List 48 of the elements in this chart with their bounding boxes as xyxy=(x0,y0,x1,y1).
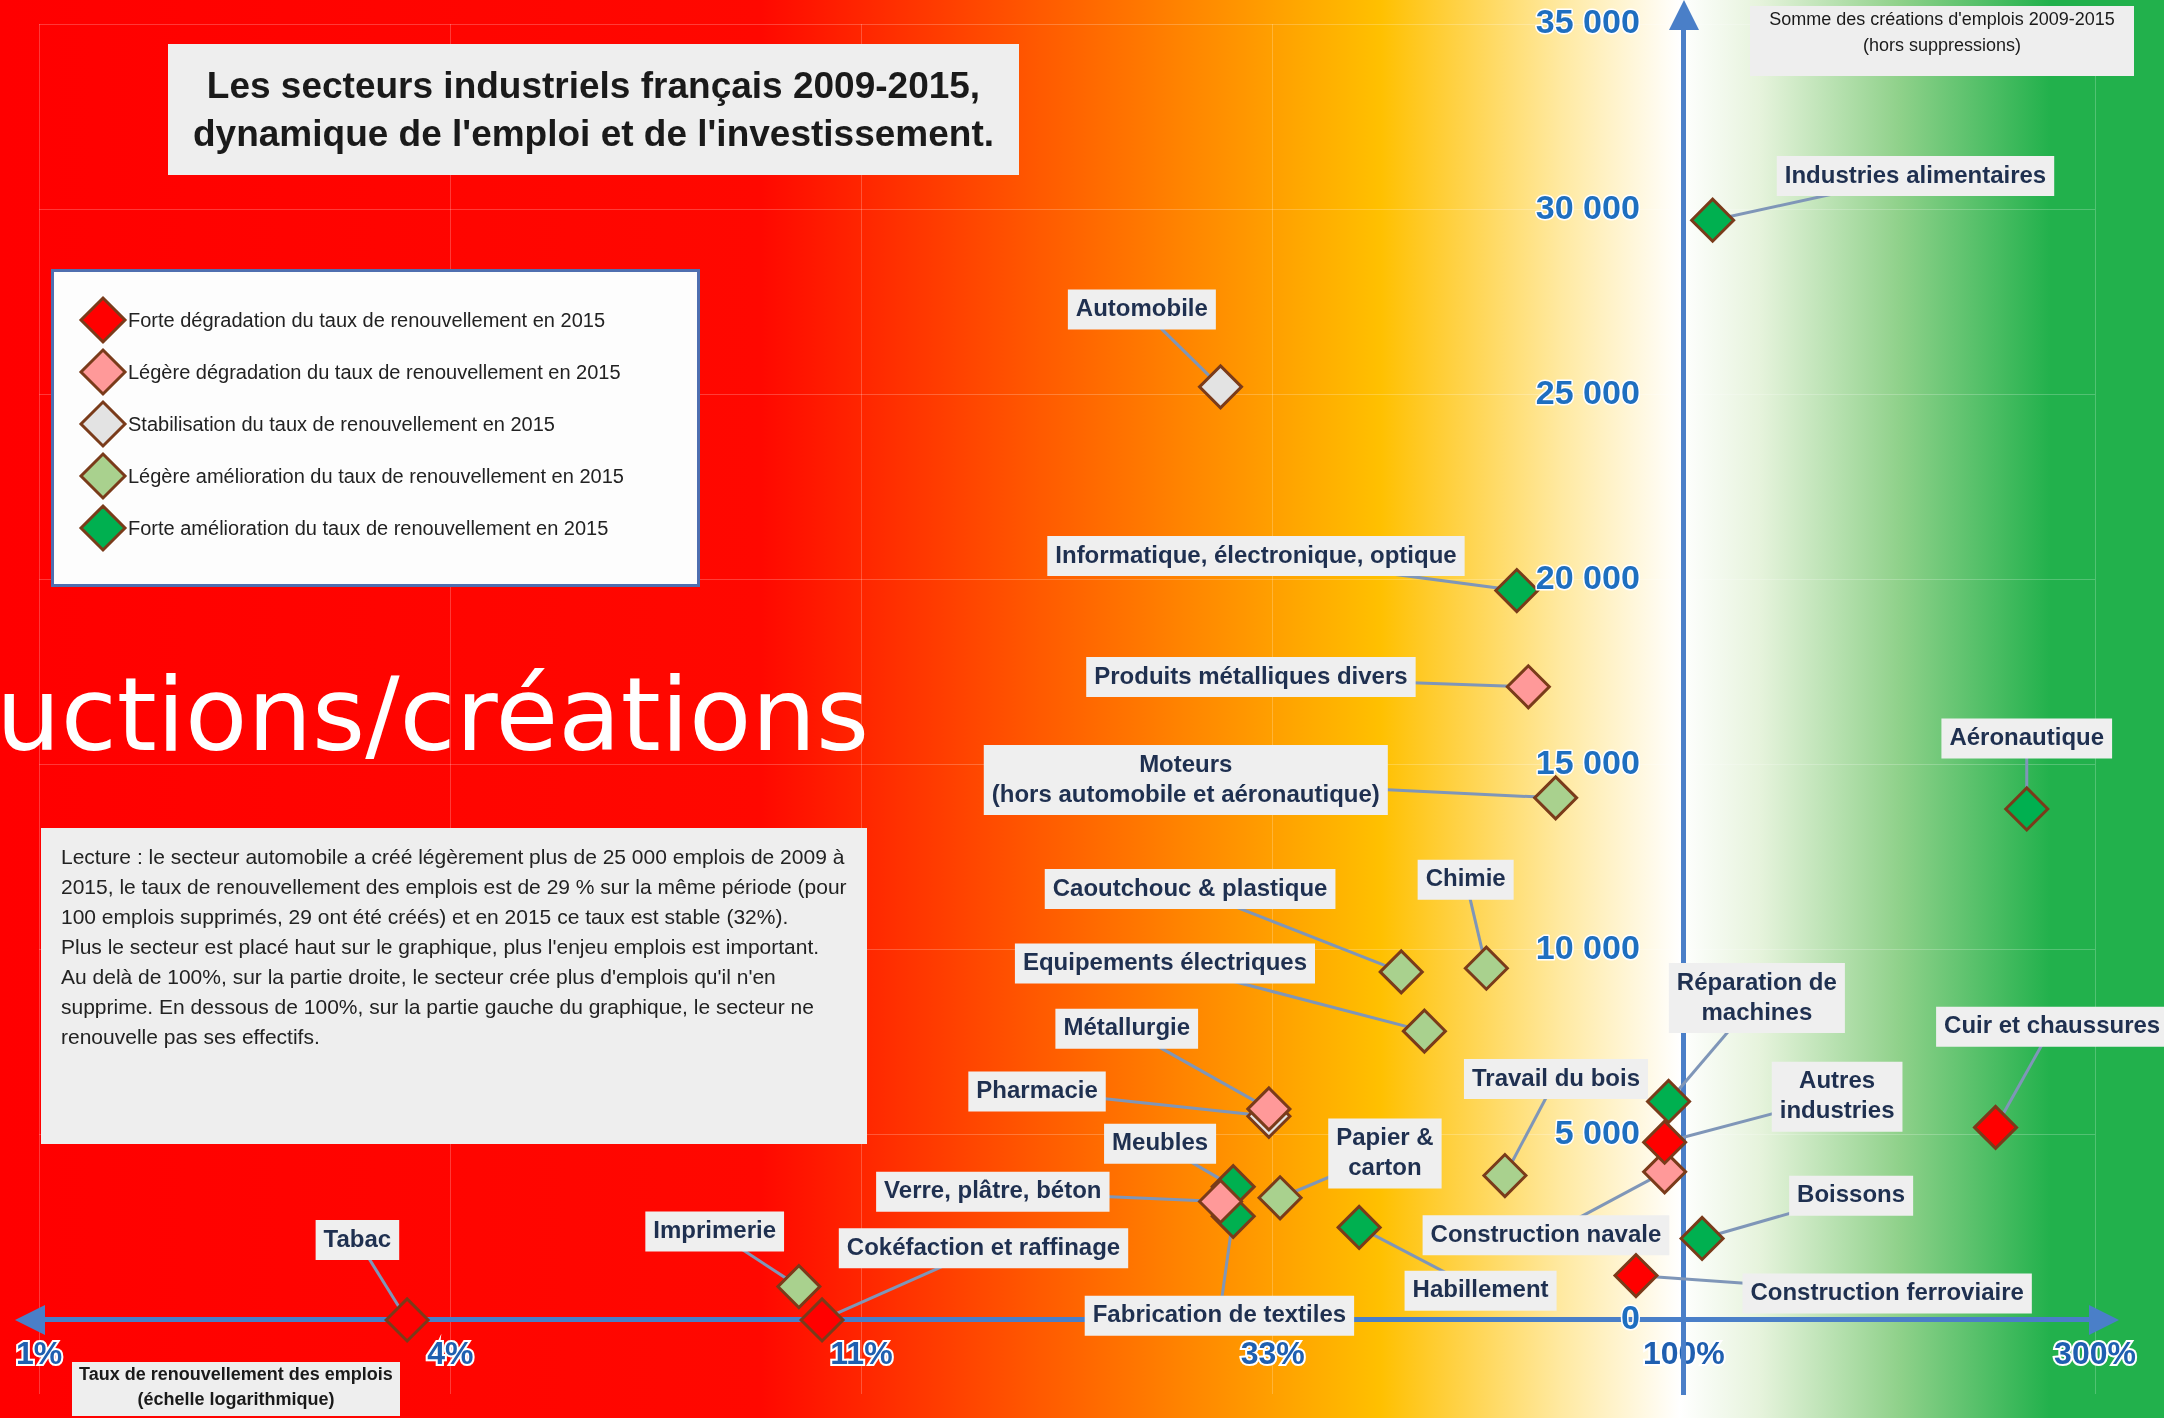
annotation: Automobile xyxy=(1075,294,1208,322)
annotation: Réparation de machines xyxy=(1676,967,1837,1025)
annotation: Verre, plâtre, béton xyxy=(884,1176,1102,1204)
text-box: Lecture : le secteur automobile a créé légèrement plus de 25 000 emplois de 2009 à 2015, le taux de renouvellement des emplois est de 29 % sur la même période (pour 100 emplois supprimés, 29 ont été créés) et en 2015 ce taux est stable (32%). Plus le secteur est placé haut sur le graphique, plus l'enjeu emplois est important. Au delà de 100%, sur la partie droite, le secteur crée plus d'emplois qu'il n'en supprime. En dessous de 100%, sur la partie gauche du graphique, le secteur ne renouvelle pas ses effectifs. xyxy=(41,828,867,1144)
y-tick-label: 20 000 xyxy=(1535,557,1640,596)
annotation: Caoutchouc & plastique xyxy=(1052,873,1328,901)
annotation: Aéronautique xyxy=(1949,723,2105,751)
x-tick-label: 33% xyxy=(1240,1334,1305,1371)
annotation: Papier & carton xyxy=(1336,1123,1434,1181)
x-tick-label: 11% xyxy=(830,1334,893,1371)
y-tick-label: 15 000 xyxy=(1535,742,1640,781)
annotation: Cokéfaction et raffinage xyxy=(846,1232,1121,1260)
annotation: Imprimerie xyxy=(653,1216,777,1244)
annotation: Boissons xyxy=(1797,1180,1906,1208)
x-tick-label: 1% xyxy=(16,1334,63,1371)
y-tick-label: 30 000 xyxy=(1535,187,1640,226)
x-axis-title: Taux de renouvellement des emplois (échelle logarithmique) xyxy=(72,1362,400,1416)
annotation: Métallurgie xyxy=(1063,1013,1191,1041)
y-axis-title: Somme des créations d'emplois 2009-2015 (hors suppressions) xyxy=(1750,6,2134,76)
legend-label: Stabilisation du taux de renouvellement en 2015 xyxy=(128,412,555,436)
annotation: Cuir et chaussures xyxy=(1944,1011,2161,1039)
x-tick-label: 4% xyxy=(427,1334,474,1371)
annotation: Moteurs (hors automobile et aéronautique) xyxy=(991,749,1380,807)
legend-label: Forte amélioration du taux de renouvellement en 2015 xyxy=(128,516,609,540)
annotation: Travail du bois xyxy=(1471,1063,1640,1091)
y-tick-label: 35 000 xyxy=(1535,2,1640,41)
annotation: Meubles xyxy=(1112,1128,1209,1156)
annotation: Equipements électriques xyxy=(1022,948,1308,976)
annotation: Construction ferroviaire xyxy=(1750,1278,2024,1306)
text: Les secteurs industriels français 2009-2015, dynamique de l'emploi et de l'investissement. xyxy=(168,44,1019,175)
y-tick-label: 25 000 xyxy=(1535,372,1640,411)
annotation: Chimie xyxy=(1425,864,1506,892)
annotation: Industries alimentaires xyxy=(1784,160,2047,188)
annotation: Tabac xyxy=(323,1224,392,1252)
annotation: Construction navale xyxy=(1430,1219,1662,1247)
legend-label: Légère dégradation du taux de renouvellement en 2015 xyxy=(128,360,621,384)
annotation: Autres industries xyxy=(1779,1066,1895,1124)
annotation: Produits métalliques divers xyxy=(1094,661,1408,689)
legend-label: Forte dégradation du taux de renouvellement en 2015 xyxy=(128,308,606,332)
y-tick-label: 10 000 xyxy=(1535,928,1640,967)
legend-label: Légère amélioration du taux de renouvellement en 2015 xyxy=(128,464,624,488)
annotation: Informatique, électronique, optique xyxy=(1055,540,1457,568)
y-tick-label: 5 000 xyxy=(1554,1113,1640,1152)
annotation: Fabrication de textiles xyxy=(1092,1300,1347,1328)
annotation: Pharmacie xyxy=(976,1076,1098,1104)
annotation: Habillement xyxy=(1412,1275,1549,1303)
annotation: uctions/créations xyxy=(0,655,870,774)
x-tick-label: 300% xyxy=(2054,1334,2136,1371)
